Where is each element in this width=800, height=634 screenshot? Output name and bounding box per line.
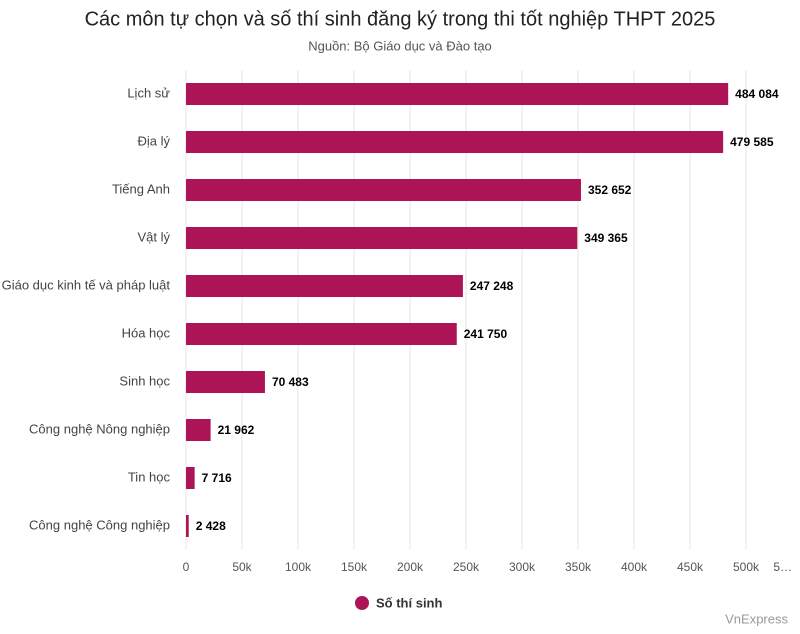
y-tick-label: Công nghệ Công nghiệp (29, 517, 170, 532)
y-tick-label: Sinh học (119, 373, 170, 388)
x-tick-label: 250k (453, 560, 480, 574)
bar (186, 515, 189, 537)
data-label: 70 483 (272, 375, 309, 389)
data-label: 21 962 (218, 423, 255, 437)
x-tick-label: 200k (397, 560, 424, 574)
chart-subtitle: Nguồn: Bộ Giáo dục và Đào tạo (308, 38, 492, 53)
y-tick-label: Hóa học (122, 325, 171, 340)
x-tick-label: 5… (773, 560, 792, 574)
data-label: 247 248 (470, 279, 514, 293)
x-tick-label: 300k (509, 560, 536, 574)
x-tick-label: 0 (183, 560, 190, 574)
data-label: 349 365 (584, 231, 628, 245)
x-tick-label: 150k (341, 560, 368, 574)
legend-label: Số thí sinh (376, 595, 443, 610)
x-tick-label: 400k (621, 560, 648, 574)
bar (186, 83, 729, 105)
bar (186, 323, 457, 345)
x-tick-label: 50k (232, 560, 252, 574)
data-label: 7 716 (202, 471, 232, 485)
data-label: 479 585 (730, 135, 774, 149)
y-tick-label: Tin học (128, 469, 171, 484)
bar (186, 179, 581, 201)
y-tick-label: Địa lý (137, 133, 170, 148)
y-tick-label: Tiếng Anh (112, 181, 170, 196)
data-label: 484 084 (735, 87, 779, 101)
data-label: 352 652 (588, 183, 632, 197)
bar (186, 275, 463, 297)
bar (186, 371, 265, 393)
bar (186, 227, 578, 249)
credit: VnExpress (725, 611, 788, 626)
y-tick-label: Vật lý (137, 229, 170, 244)
bar (186, 419, 211, 441)
y-tick-label: Giáo dục kinh tế và pháp luật (2, 277, 171, 292)
x-tick-label: 500k (733, 560, 760, 574)
y-tick-label: Công nghệ Nông nghiệp (29, 421, 170, 436)
bar (186, 131, 724, 153)
x-tick-label: 350k (565, 560, 592, 574)
bar (186, 467, 195, 489)
chart-title: Các môn tự chọn và số thí sinh đăng ký t… (85, 8, 716, 30)
x-tick-label: 100k (285, 560, 312, 574)
y-tick-label: Lịch sử (127, 85, 170, 100)
legend-marker (355, 596, 369, 610)
data-label: 241 750 (464, 327, 508, 341)
x-tick-label: 450k (677, 560, 704, 574)
data-label: 2 428 (196, 519, 226, 533)
